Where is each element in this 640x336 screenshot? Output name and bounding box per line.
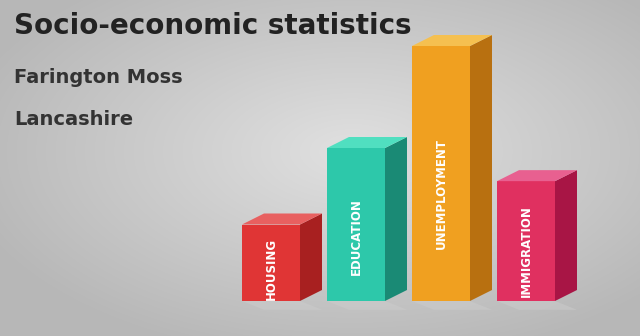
Polygon shape — [242, 213, 322, 224]
Text: EDUCATION: EDUCATION — [349, 198, 362, 275]
Text: UNEMPLOYMENT: UNEMPLOYMENT — [435, 138, 447, 249]
Polygon shape — [242, 301, 322, 310]
Polygon shape — [327, 301, 407, 310]
Text: Socio-economic statistics: Socio-economic statistics — [14, 12, 412, 40]
Polygon shape — [412, 35, 492, 46]
Polygon shape — [327, 148, 385, 301]
Polygon shape — [385, 137, 407, 301]
Polygon shape — [497, 181, 555, 301]
Polygon shape — [412, 301, 492, 310]
Text: IMMIGRATION: IMMIGRATION — [520, 205, 532, 297]
Text: HOUSING: HOUSING — [264, 238, 278, 300]
Polygon shape — [497, 170, 577, 181]
Polygon shape — [555, 170, 577, 301]
Polygon shape — [300, 213, 322, 301]
Text: Lancashire: Lancashire — [14, 110, 133, 129]
Polygon shape — [327, 137, 407, 148]
Polygon shape — [412, 46, 470, 301]
Text: Farington Moss: Farington Moss — [14, 68, 182, 87]
Polygon shape — [470, 35, 492, 301]
Polygon shape — [497, 301, 577, 310]
Polygon shape — [242, 224, 300, 301]
